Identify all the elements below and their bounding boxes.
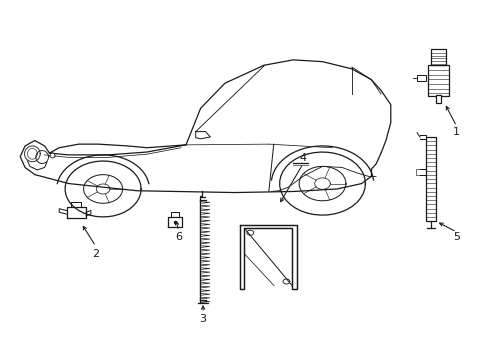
Bar xyxy=(430,49,446,65)
Bar xyxy=(425,137,435,221)
Bar xyxy=(435,95,441,103)
Text: 5: 5 xyxy=(452,232,459,242)
Text: 4: 4 xyxy=(299,153,306,163)
Text: 1: 1 xyxy=(452,127,459,136)
Text: 3: 3 xyxy=(199,314,206,324)
Text: 2: 2 xyxy=(92,248,99,258)
Bar xyxy=(416,75,426,81)
Polygon shape xyxy=(239,225,297,289)
Text: 6: 6 xyxy=(175,232,182,242)
Bar xyxy=(427,65,448,96)
